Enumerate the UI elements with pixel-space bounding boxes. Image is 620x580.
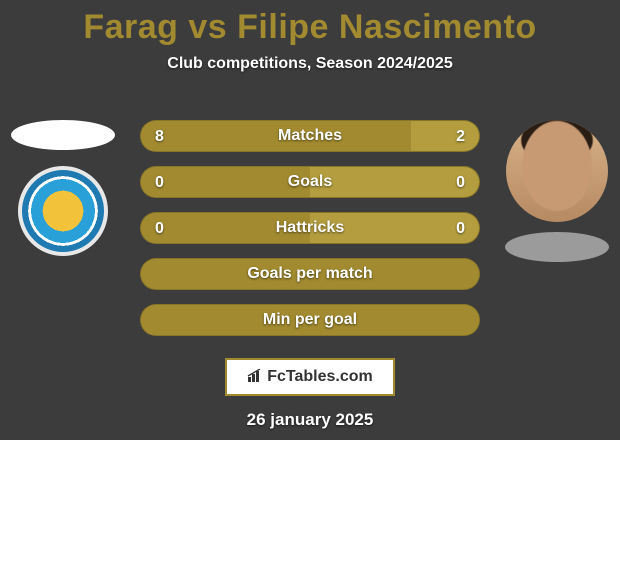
stat-value-right: 0 xyxy=(456,167,465,198)
stat-row: Goals0 0 xyxy=(140,166,480,198)
avatar-ellipse xyxy=(505,232,609,262)
player-face-icon xyxy=(506,120,608,222)
player-right-avatar xyxy=(506,120,608,222)
stat-value-left: 0 xyxy=(155,213,164,244)
avatar-ellipse xyxy=(11,120,115,150)
stat-label: Hattricks xyxy=(141,212,479,244)
stat-row: Goals per match xyxy=(140,258,480,290)
player-right-zone xyxy=(502,120,612,262)
club-badge-icon xyxy=(18,166,108,256)
footer-zone: FcTables.com 26 january 2025 xyxy=(0,352,620,430)
stat-row: Hattricks0 0 xyxy=(140,212,480,244)
bars-icon xyxy=(247,369,263,383)
stat-label: Goals xyxy=(141,166,479,198)
comparison-card: Farag vs Filipe Nascimento Club competit… xyxy=(0,0,620,440)
stat-value-left: 8 xyxy=(155,121,164,152)
stat-value-left: 0 xyxy=(155,167,164,198)
date-label: 26 january 2025 xyxy=(0,410,620,430)
subtitle: Club competitions, Season 2024/2025 xyxy=(0,55,620,73)
player-left-badge xyxy=(12,160,114,262)
stat-label: Matches xyxy=(141,120,479,152)
brand-text: FcTables.com xyxy=(267,368,373,385)
player-left-zone xyxy=(8,120,118,262)
stat-row: Matches8 2 xyxy=(140,120,480,152)
page-title: Farag vs Filipe Nascimento xyxy=(0,0,620,47)
stat-value-right: 0 xyxy=(456,213,465,244)
brand-badge: FcTables.com xyxy=(225,358,395,396)
stat-value-right: 2 xyxy=(456,121,465,152)
stat-bars: Matches82Goals00Hattricks00Goals per mat… xyxy=(140,120,480,350)
stat-row: Min per goal xyxy=(140,304,480,336)
stat-label: Goals per match xyxy=(141,258,479,290)
stat-label: Min per goal xyxy=(141,304,479,336)
